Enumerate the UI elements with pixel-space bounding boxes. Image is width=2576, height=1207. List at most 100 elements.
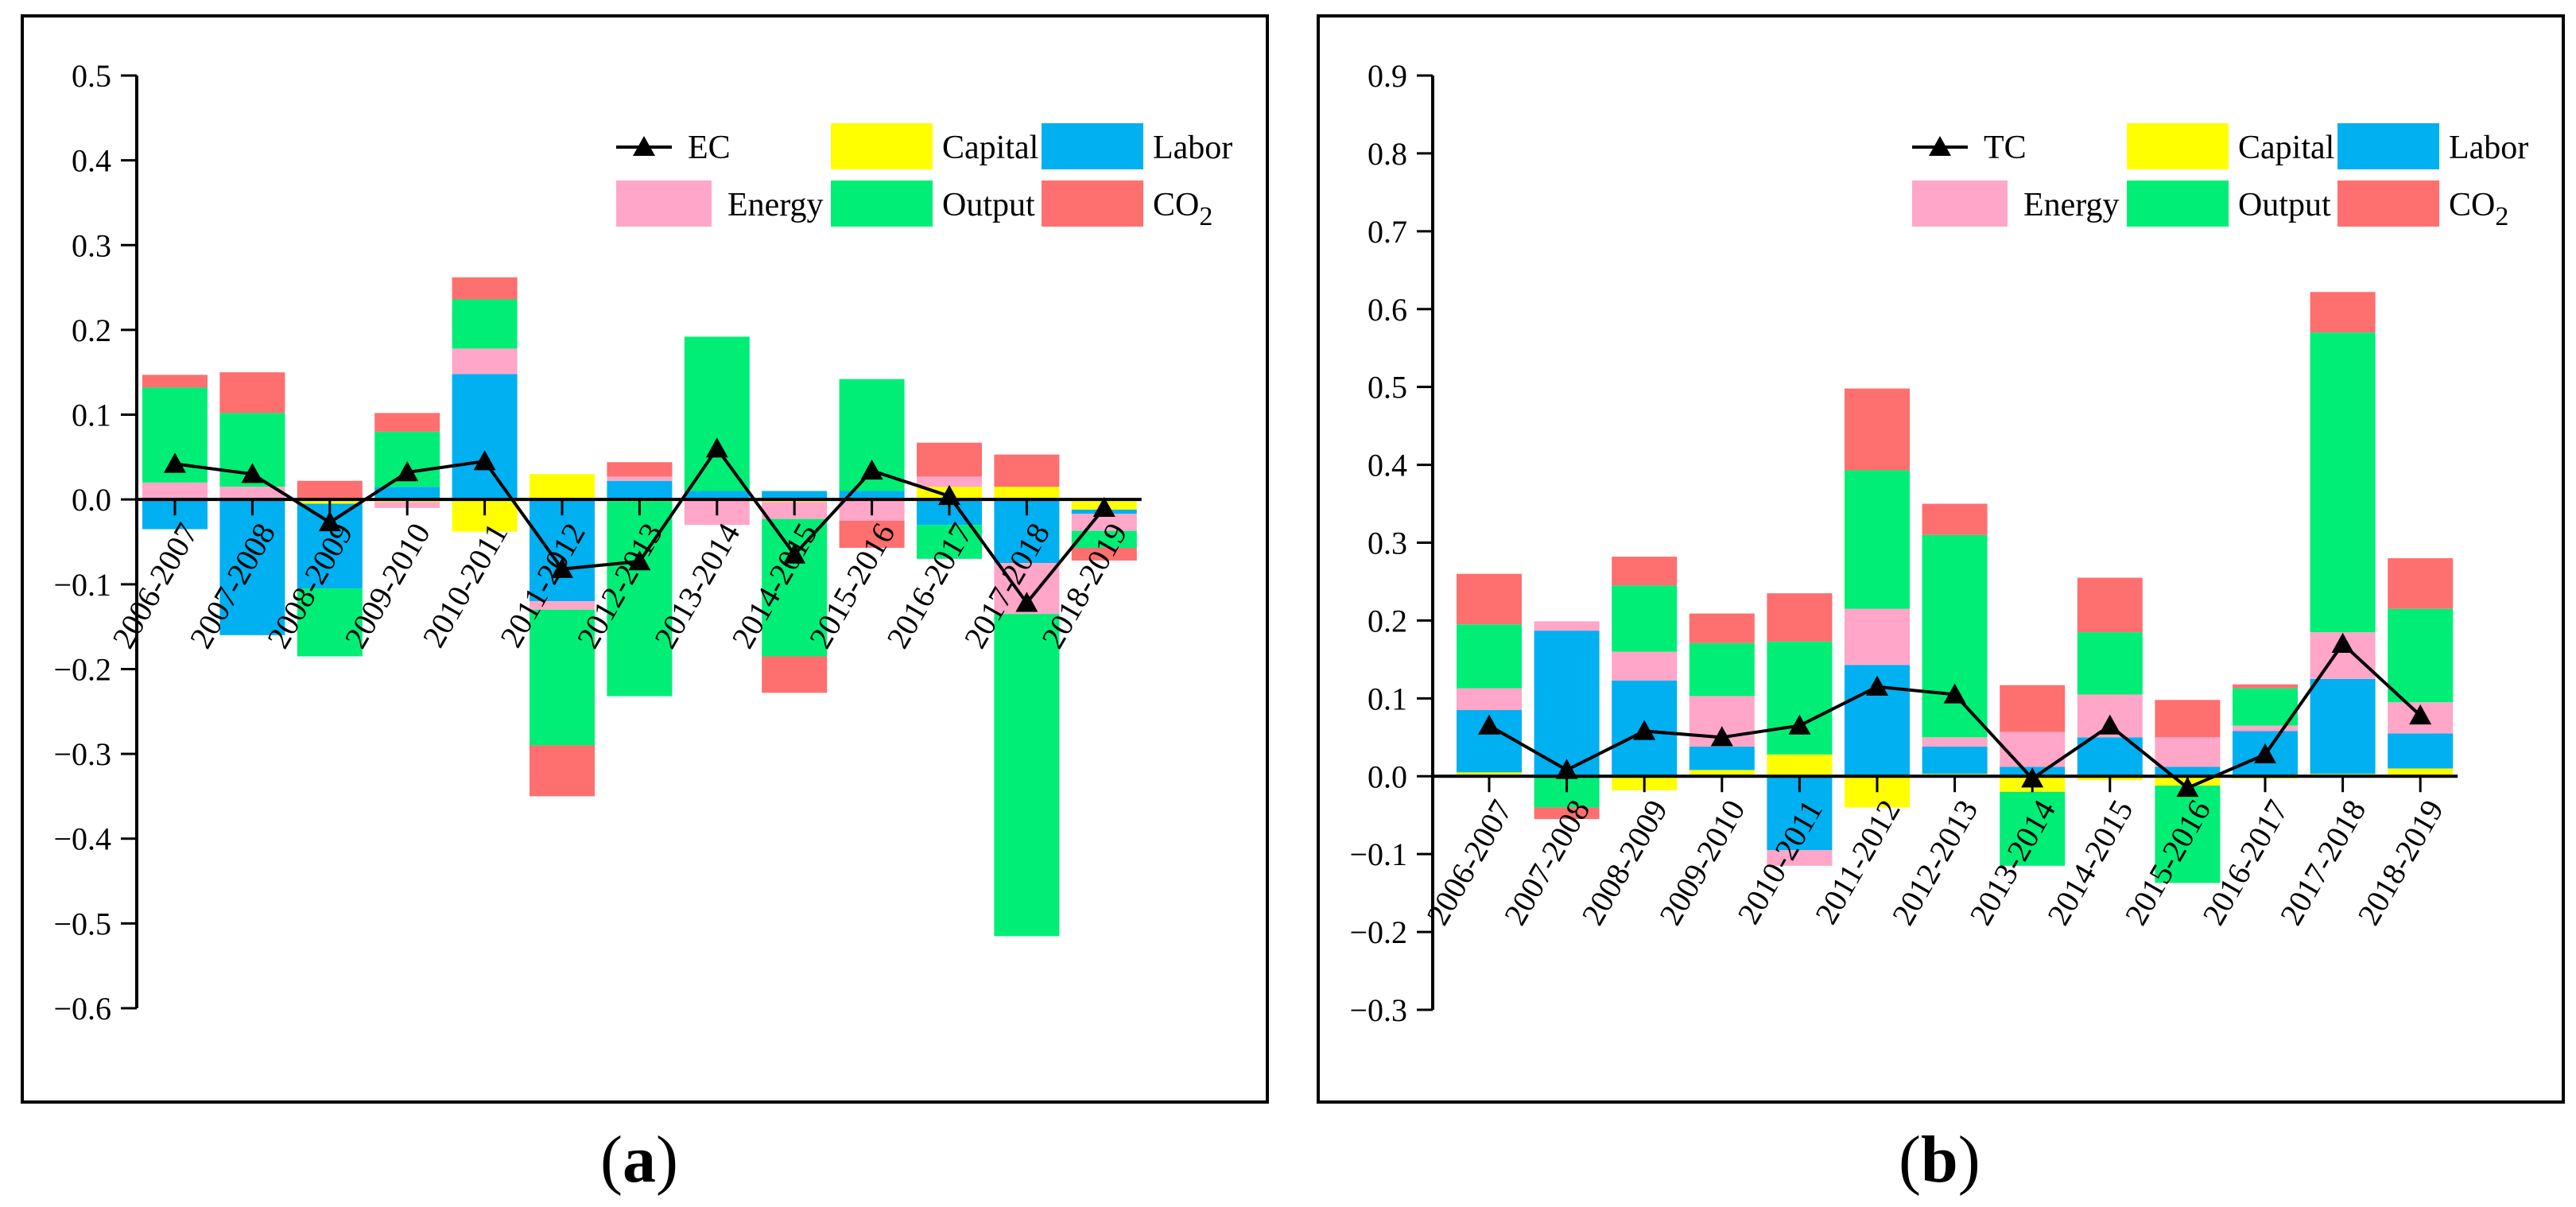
bar-a-output-8 [762, 518, 828, 657]
y-tick-label-b-12: 0.9 [1368, 58, 1407, 94]
legend-swatch-b-energy [1912, 180, 2008, 227]
legend-swatch-a-capital [831, 123, 933, 169]
marker-a-1 [241, 463, 264, 483]
legend-label-b-capital: Capital [2238, 130, 2334, 166]
marker-a-8 [783, 543, 806, 564]
bar-a-labor-5 [530, 499, 595, 602]
bar-a-output-12 [1071, 530, 1137, 548]
marker-a-12 [1092, 496, 1115, 518]
bar-b-output-8 [2077, 632, 2143, 695]
bar-b-labor-9 [2155, 767, 2221, 777]
legend-label-b-output: Output [2238, 187, 2331, 223]
marker-a-6 [628, 550, 651, 571]
bar-b-output-7 [2000, 791, 2066, 866]
marker-b-3 [1710, 726, 1733, 747]
y-tick-label-b-1: −0.2 [1349, 914, 1407, 950]
bar-b-labor-12 [2388, 733, 2454, 769]
bar-b-output-9 [2155, 786, 2221, 883]
marker-b-2 [1633, 720, 1656, 740]
bar-b-energy-0 [1457, 688, 1522, 711]
legend-label-a-energy: Energy [727, 187, 824, 223]
bar-b-capital-0 [1457, 772, 1522, 777]
chart-a: −0.6 −0.5 −0.4 −0.3 −0.2 −0.1 0.0 0.1 0.2 0.3 0.4 0… [53, 58, 1232, 1027]
y-tick-label-a-9: 0.3 [72, 227, 111, 263]
bar-a-co2-12 [1071, 547, 1137, 561]
y-tick-label-a-11: 0.5 [72, 58, 111, 94]
bar-b-output-6 [1922, 534, 1988, 738]
bar-a-output-4 [452, 299, 518, 349]
bar-a-energy-4 [452, 348, 518, 375]
bar-a-co2-8 [762, 656, 828, 693]
marker-b-12 [2409, 704, 2432, 725]
bar-b-co2-4 [1767, 593, 1833, 642]
marker-b-4 [1788, 714, 1811, 735]
bar-b-energy-6 [1922, 737, 1988, 747]
marker-b-0 [1478, 714, 1500, 735]
legend-label-b-co2: CO2 [2449, 187, 2508, 231]
marker-a-0 [164, 452, 186, 473]
legend-swatch-a-labor [1042, 123, 1143, 169]
bar-b-labor-1 [1534, 631, 1600, 777]
bar-a-output-7 [684, 336, 750, 491]
bar-b-co2-8 [2077, 577, 2143, 633]
bar-b-output-2 [1612, 585, 1678, 652]
marker-b-10 [2254, 743, 2276, 764]
bar-b-output-5 [1845, 470, 1910, 609]
marker-a-4 [473, 450, 496, 471]
legend-marker-swatch-a [633, 136, 655, 156]
bar-b-energy-5 [1845, 608, 1910, 666]
bar-a-labor-9 [839, 491, 905, 500]
legend-label-a-co2: CO2 [1153, 187, 1212, 231]
bar-b-labor-11 [2310, 678, 2376, 774]
bar-b-energy-4 [1767, 850, 1833, 866]
bar-a-co2-6 [607, 462, 673, 477]
legend-b: TC Capital Labor Energy Output CO2 [1912, 123, 2528, 231]
marker-b-8 [2098, 714, 2121, 735]
y-tick-label-b-6: 0.3 [1368, 526, 1407, 561]
marker-b-6 [1943, 683, 1966, 704]
bar-a-co2-2 [297, 480, 363, 500]
chart-b: −0.3 −0.2 −0.1 0.0 0.1 0.2 0.3 0.4 0.5 0.6 0.7 0.8 0… [1349, 58, 2528, 1028]
y-tick-label-a-0: −0.6 [53, 991, 111, 1027]
panel-label-b: (b) [1899, 1123, 1980, 1197]
bar-b-energy-7 [2000, 732, 2066, 767]
marker-a-7 [705, 437, 728, 458]
bar-a-output-10 [917, 525, 982, 559]
bar-a-output-6 [607, 501, 673, 697]
marker-b-9 [2176, 776, 2199, 798]
bar-a-output-11 [994, 614, 1060, 937]
legend-label-a-line: EC [688, 130, 731, 166]
legend-marker-swatch-b [1929, 136, 1951, 156]
bar-a-energy-5 [530, 601, 595, 610]
bar-a-labor-6 [607, 480, 673, 500]
bar-a-output-5 [530, 609, 595, 746]
bar-a-capital-11 [994, 487, 1060, 500]
bar-b-energy-1 [1534, 621, 1600, 631]
bar-a-energy-6 [607, 476, 673, 481]
bar-b-co2-3 [1689, 613, 1755, 643]
bar-b-co2-7 [2000, 685, 2066, 732]
bar-b-output-3 [1689, 642, 1755, 697]
y-tick-label-a-6: 0.0 [72, 482, 111, 518]
y-tick-label-a-7: 0.1 [72, 398, 111, 433]
legend-label-a-output: Output [942, 187, 1035, 223]
marker-b-5 [1866, 675, 1888, 696]
bar-a-energy-0 [142, 482, 208, 500]
marker-a-3 [396, 461, 419, 482]
marker-a-5 [551, 557, 573, 578]
bar-a-co2-1 [219, 372, 285, 413]
bar-a-co2-10 [917, 442, 982, 477]
legend-a: EC Capital Labor Energy Output CO2 [616, 123, 1232, 231]
marker-a-10 [938, 484, 960, 506]
bar-a-co2-0 [142, 375, 208, 388]
legend-swatch-a-energy [616, 180, 712, 227]
bar-a-energy-10 [917, 476, 982, 487]
bar-b-co2-10 [2233, 684, 2298, 689]
legend-swatch-b-labor [2337, 123, 2439, 169]
bar-a-co2-9 [839, 520, 905, 548]
legend-swatch-a-output [831, 180, 933, 227]
y-tick-label-a-4: −0.2 [53, 651, 111, 687]
bar-b-co2-1 [1534, 807, 1600, 820]
bar-a-capital-5 [530, 474, 595, 500]
